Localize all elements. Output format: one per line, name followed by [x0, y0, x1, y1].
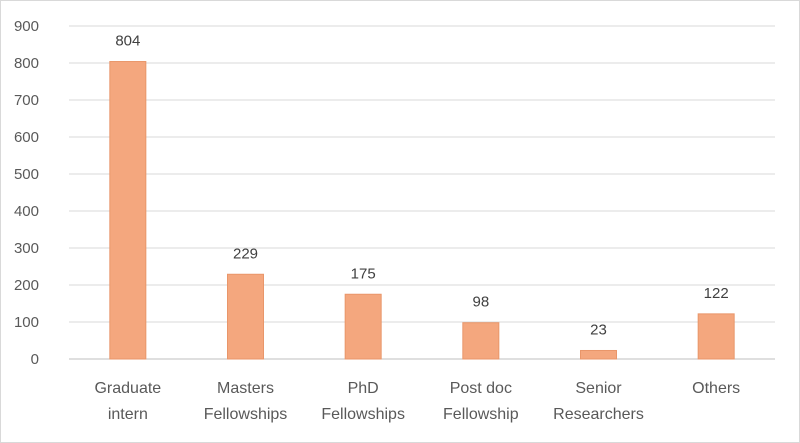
- x-category-label: Masters: [217, 380, 274, 397]
- data-label: 175: [351, 265, 376, 282]
- x-category-label: Fellowship: [443, 406, 519, 423]
- y-tick-label: 200: [14, 277, 39, 294]
- data-label: 98: [472, 294, 489, 311]
- y-tick-label: 700: [14, 92, 39, 109]
- bar: [344, 293, 382, 360]
- labels: 0 100 200 300 400 500 600 700 800 900 804 Graduate i…: [14, 18, 740, 423]
- x-category-label: Senior: [575, 380, 622, 397]
- y-tick-label: 400: [14, 203, 39, 220]
- x-category-label: Others: [692, 380, 740, 397]
- y-tick-label: 600: [14, 129, 39, 146]
- y-tick-label: 0: [31, 351, 39, 368]
- x-category-label: Researchers: [553, 406, 644, 423]
- y-tick-label: 800: [14, 55, 39, 72]
- x-category-label: Fellowships: [321, 406, 405, 423]
- bar: [580, 349, 617, 360]
- y-tick-label: 500: [14, 166, 39, 183]
- bar: [109, 61, 147, 360]
- y-tick-label: 300: [14, 240, 39, 257]
- x-category-label: PhD: [348, 380, 379, 397]
- y-tick-label: 100: [14, 314, 39, 331]
- x-category-label: Fellowships: [204, 406, 288, 423]
- x-category-label: Graduate: [94, 380, 161, 397]
- x-category-label: Post doc: [450, 380, 512, 397]
- bar: [462, 322, 500, 360]
- bars: [109, 61, 735, 360]
- bar: [697, 313, 735, 360]
- y-tick-label: 900: [14, 18, 39, 35]
- data-label: 804: [115, 33, 140, 50]
- gridlines: [69, 25, 775, 360]
- x-category-label: intern: [108, 406, 148, 423]
- data-label: 122: [704, 285, 729, 302]
- bar: [227, 273, 264, 360]
- data-label: 229: [233, 245, 258, 262]
- data-label: 23: [590, 321, 607, 338]
